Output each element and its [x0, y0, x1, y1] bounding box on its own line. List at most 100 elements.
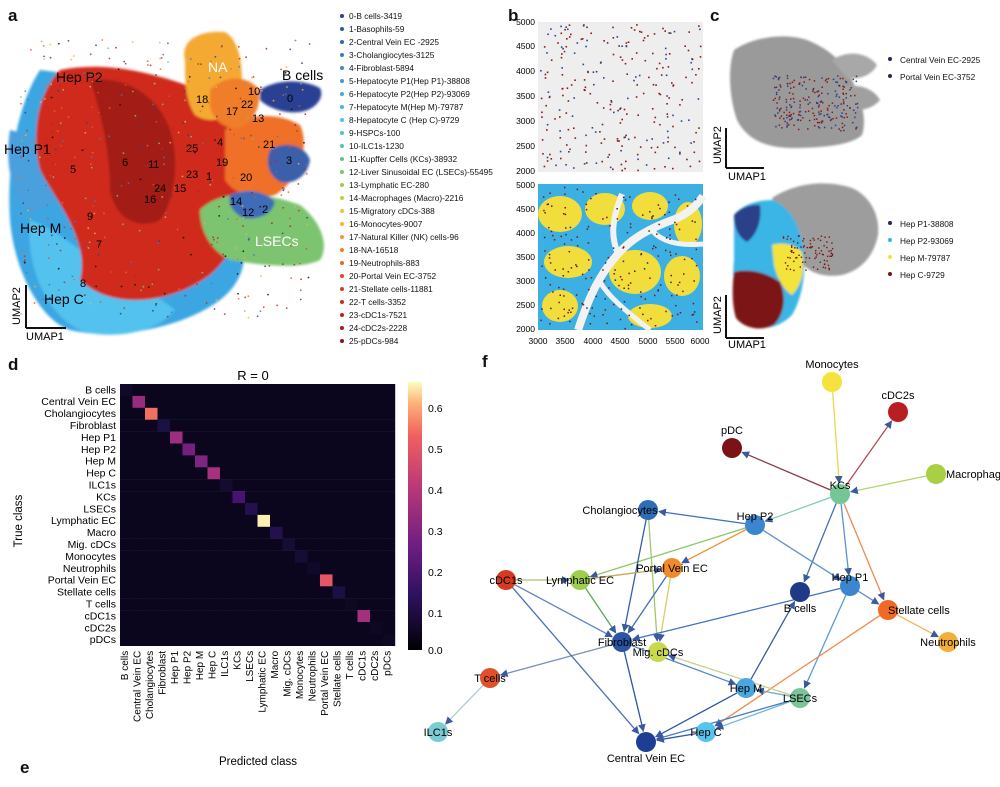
node-circle: [878, 600, 898, 620]
legend-label: 16-Monocytes-9007: [349, 219, 423, 229]
heatmap-cell: [170, 610, 183, 623]
heatmap-cell: [245, 419, 258, 432]
network-edge: [627, 575, 667, 634]
legend-marker-icon: [340, 183, 344, 187]
node-label: LSECs: [783, 693, 818, 705]
heatmap-cell: [232, 586, 246, 599]
heatmap-cell: [320, 538, 333, 551]
node-label: T cells: [474, 673, 506, 685]
network-edge: [840, 503, 852, 576]
heatmap-cell: [195, 526, 208, 539]
network-edge: [858, 590, 880, 605]
label-16: 16: [144, 194, 156, 206]
heatmap-cell: [195, 633, 208, 646]
heatmap-cell: [282, 633, 296, 646]
label-10: 10: [248, 86, 260, 98]
label-8: 8: [80, 278, 86, 290]
axis-umap2-c-bottom: UMAP2: [712, 296, 724, 334]
heatmap-row-label: Hep P1: [81, 432, 116, 444]
network-edge: [763, 529, 842, 581]
heatmap-cell: [307, 443, 321, 456]
heatmap-cell: [332, 514, 346, 527]
heatmap-cell: [257, 443, 271, 456]
heatmap-cell: [370, 455, 383, 468]
node-label: Hep P2: [737, 511, 774, 523]
heatmap-cell: [345, 395, 358, 408]
legend-marker-icon: [340, 209, 344, 213]
heatmap-cell: [195, 610, 208, 623]
label-23: 23: [186, 169, 198, 181]
heatmap-cell: [145, 586, 158, 599]
heatmap-cell: [332, 443, 346, 456]
heatmap-cell: [195, 550, 208, 563]
heatmap-cell: [257, 526, 271, 539]
heatmap-cell: [332, 598, 346, 611]
heatmap-cell: [357, 443, 371, 456]
heatmap-cell: [207, 491, 221, 504]
legend-label: 13-Lymphatic EC-280: [349, 180, 429, 190]
heatmap-cell: [332, 479, 346, 492]
node-label: Fibroblast: [598, 637, 646, 649]
ytick: 4500: [516, 41, 535, 51]
heatmap-cell: [120, 479, 133, 492]
heatmap-cell: [220, 503, 233, 516]
network-edge: [623, 651, 646, 733]
heatmap-cell: [195, 407, 208, 420]
heatmap-cell: [257, 538, 271, 551]
legend-marker-icon: [888, 221, 892, 225]
network-node: cDC1s: [489, 570, 523, 590]
heatmap-col-label: Hep M: [195, 651, 206, 680]
legend-label: Portal Vein EC-3752: [900, 72, 976, 82]
heatmap-cell: [182, 622, 196, 635]
heatmap-cell: [157, 622, 171, 635]
heatmap-cell: [120, 610, 133, 623]
network-edge: [681, 529, 747, 564]
heatmap-cell: [370, 514, 383, 527]
node-label: Hep C: [690, 727, 721, 739]
legend-label: Central Vein EC-2925: [900, 55, 981, 65]
network-edge: [621, 519, 647, 632]
network-node: B cells: [784, 582, 817, 615]
heatmap-cell: [132, 633, 146, 646]
heatmap-row-label: cDC2s: [84, 622, 116, 634]
legend-item: 11-Kupffer Cells (KCs)-38932: [340, 153, 540, 166]
heatmap-cell: [320, 384, 333, 397]
heatmap-cell: [345, 407, 358, 420]
network-edge: [896, 614, 939, 638]
heatmap-cell: [382, 491, 396, 504]
heatmap-cell: [270, 598, 283, 611]
heatmap-col-label: Neutrophils: [308, 651, 319, 702]
legend-label: Hep M-79787: [900, 253, 951, 263]
heatmap-cell: [245, 562, 258, 575]
heatmap-cell: [382, 598, 396, 611]
heatmap-cell: [207, 443, 221, 456]
heatmap-cell: [270, 562, 283, 575]
label-25: 25: [186, 143, 198, 155]
xtick: 4000: [584, 336, 603, 346]
heatmap-cell: [295, 467, 308, 480]
legend-marker-icon: [340, 274, 344, 278]
heatmap-cell: [132, 610, 146, 623]
heatmap-cell: [345, 467, 358, 480]
heatmap-cell: [307, 479, 321, 492]
heatmap-cell: [270, 538, 283, 551]
network-edge: [648, 519, 661, 642]
legend-marker-icon: [340, 339, 344, 343]
legend-label: 15-Migratory cDCs-388: [349, 206, 435, 216]
ytick: 2000: [516, 166, 535, 176]
heatmap-cell: [320, 550, 333, 563]
heatmap-row-label: pDCs: [90, 634, 116, 646]
heatmap-cell: [207, 574, 221, 587]
heatmap-cell: [332, 610, 346, 623]
heatmap-cell: [182, 455, 196, 468]
heatmap-cell: [120, 574, 133, 587]
heatmap-cell: [307, 598, 321, 611]
heatmap-cell: [170, 467, 183, 480]
heatmap-cell: [282, 526, 296, 539]
heatmap-cell: [257, 455, 271, 468]
heatmap-cell: [270, 610, 283, 623]
heatmap-cell: [257, 467, 271, 480]
heatmap-cell: [145, 479, 158, 492]
heatmap-cell: [295, 562, 308, 575]
